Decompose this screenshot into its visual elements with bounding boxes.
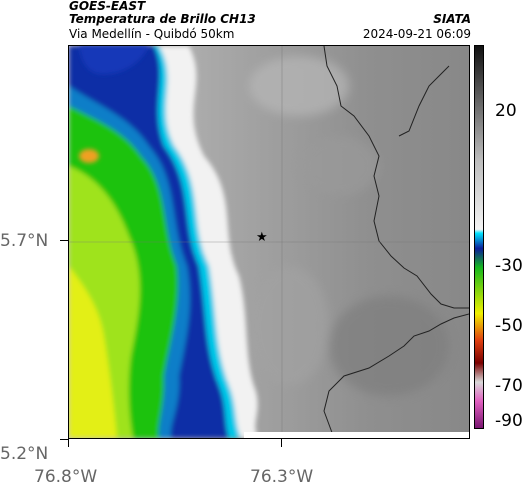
map-title-satellite: GOES-EAST	[69, 0, 146, 13]
x-tick-mark	[281, 439, 282, 447]
colorbar-tick-minus70: -70	[495, 376, 523, 396]
colorbar-tick-minus50: -50	[495, 316, 523, 336]
satellite-map[interactable]	[68, 45, 470, 439]
y-tick-label-5.2: 5.2°N	[0, 444, 49, 464]
map-subtitle-route: Via Medellín - Quibdó 50km	[69, 27, 235, 41]
colorbar-gradient	[475, 46, 483, 428]
colorbar-tick-minus30: -30	[495, 256, 523, 276]
provider-label: SIATA	[433, 12, 471, 26]
x-tick-label-76.3: 76.3°W	[250, 467, 314, 487]
y-tick-label-5.7: 5.7°N	[0, 231, 49, 251]
x-tick-mark	[68, 439, 69, 447]
timestamp-label: 2024-09-21 06:09	[362, 27, 471, 41]
y-tick-mark	[60, 439, 68, 440]
map-title-product: Temperatura de Brillo CH13	[69, 12, 256, 26]
colorbar-tick-minus90: -90	[495, 411, 523, 431]
y-tick-mark	[60, 240, 68, 241]
x-tick-label-76.8: 76.8°W	[34, 467, 98, 487]
station-star-icon: ★	[256, 230, 268, 245]
temperature-colorbar	[474, 45, 484, 429]
satellite-map-image	[69, 46, 469, 438]
colorbar-tick-20: 20	[495, 101, 517, 121]
